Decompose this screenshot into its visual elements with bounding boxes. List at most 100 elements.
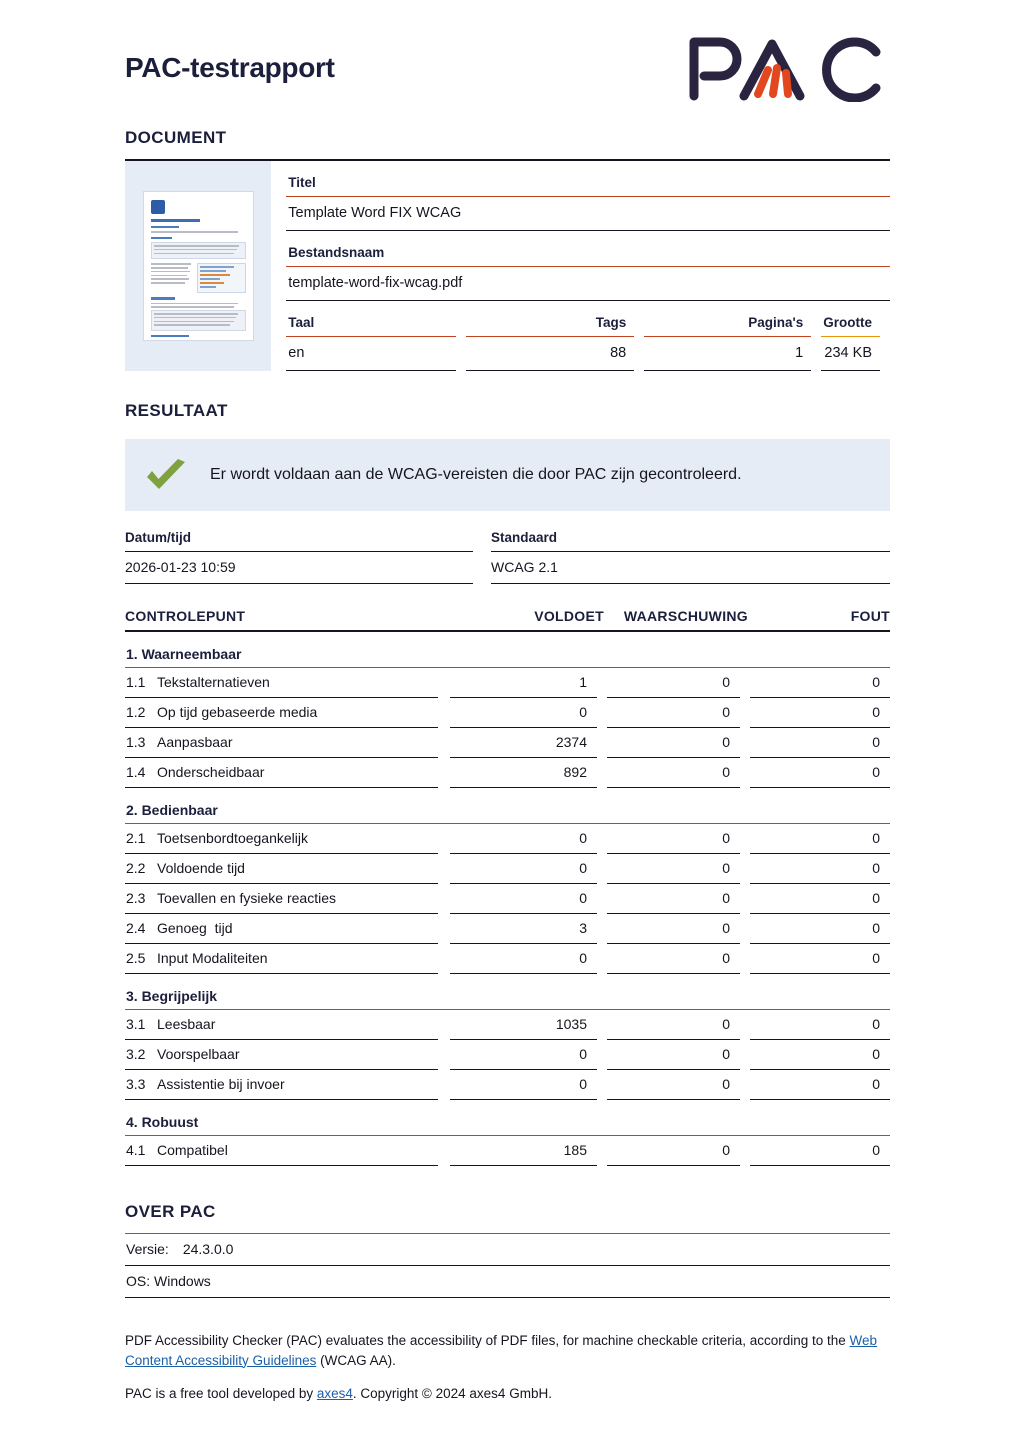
criterion-pass-count: 185 xyxy=(450,1136,597,1166)
criterion-warn-count: 0 xyxy=(607,1040,740,1070)
criterion-fail-count: 0 xyxy=(750,758,890,788)
criterion-name: Genoeg tijd xyxy=(157,914,438,944)
table-row: 2.4 Genoeg tijd 3 0 0 xyxy=(125,914,890,944)
result-meta-row: Datum/tijd 2026-01-23 10:59 Standaard WC… xyxy=(125,530,890,584)
standard-value: WCAG 2.1 xyxy=(491,552,890,584)
pac-logo xyxy=(680,30,892,103)
criterion-warn-count: 0 xyxy=(607,884,740,914)
criterion-fail-count: 0 xyxy=(750,728,890,758)
meta-value-grootte: 234 KB xyxy=(821,337,880,371)
datetime-label: Datum/tijd xyxy=(125,530,473,552)
table-row: 1.2 Op tijd gebaseerde media 0 0 0 xyxy=(125,698,890,728)
standard-label: Standaard xyxy=(491,530,890,552)
criterion-warn-count: 0 xyxy=(607,698,740,728)
criterion-id: 1.2 xyxy=(125,698,157,728)
document-thumbnail-pane xyxy=(125,161,272,371)
meta-label-tags: Tags xyxy=(466,301,635,337)
criteria-group-title: 1. Waarneembaar xyxy=(125,632,890,668)
criterion-fail-count: 0 xyxy=(750,1136,890,1166)
criterion-name: Aanpasbaar xyxy=(157,728,438,758)
criterion-warn-count: 0 xyxy=(607,1136,740,1166)
document-fields: Titel Template Word FIX WCAG Bestandsnaa… xyxy=(271,161,890,371)
criterion-name: Toetsenbordtoegankelijk xyxy=(157,824,438,854)
criterion-name: Onderscheidbaar xyxy=(157,758,438,788)
criterion-warn-count: 0 xyxy=(607,1010,740,1040)
about-section-heading: OVER PAC xyxy=(125,1202,216,1221)
criterion-pass-count: 1 xyxy=(450,668,597,698)
criterion-fail-count: 0 xyxy=(750,698,890,728)
table-row: 2.3 Toevallen en fysieke reacties 0 0 0 xyxy=(125,884,890,914)
criterion-pass-count: 1035 xyxy=(450,1010,597,1040)
criterion-id: 2.2 xyxy=(125,854,157,884)
document-meta-labels: Taal Tags Pagina's Grootte xyxy=(286,301,890,337)
criteria-group-title: 3. Begrijpelijk xyxy=(125,974,890,1010)
criterion-id: 2.4 xyxy=(125,914,157,944)
footer-line-2-post: . Copyright © 2024 axes4 GmbH. xyxy=(352,1386,552,1402)
thumbnail-chart xyxy=(196,263,246,294)
table-row: 4.1 Compatibel 185 0 0 xyxy=(125,1136,890,1166)
criterion-pass-count: 892 xyxy=(450,758,597,788)
criterion-warn-count: 0 xyxy=(607,944,740,974)
criterion-name: Leesbaar xyxy=(157,1010,438,1040)
datetime-value: 2026-01-23 10:59 xyxy=(125,552,473,584)
meta-label-grootte: Grootte xyxy=(821,301,880,337)
criterion-warn-count: 0 xyxy=(607,758,740,788)
wcag-guidelines-link[interactable]: Web Content Accessibility Guidelines xyxy=(125,1333,878,1368)
criterion-fail-count: 0 xyxy=(750,944,890,974)
criterion-name: Op tijd gebaseerde media xyxy=(157,698,438,728)
result-section-heading: RESULTAAT xyxy=(125,401,228,420)
criterion-warn-count: 0 xyxy=(607,1070,740,1100)
criterion-pass-count: 0 xyxy=(450,884,597,914)
table-row: 3.2 Voorspelbaar 0 0 0 xyxy=(125,1040,890,1070)
criterion-pass-count: 0 xyxy=(450,944,597,974)
document-info-block: Titel Template Word FIX WCAG Bestandsnaa… xyxy=(125,159,890,371)
meta-value-taal: en xyxy=(286,337,457,371)
report-header: PAC-testrapport xyxy=(125,0,890,120)
footer-line-1: PDF Accessibility Checker (PAC) evaluate… xyxy=(125,1331,890,1370)
version-label: Versie: xyxy=(126,1241,169,1257)
result-banner-text: Er wordt voldaan aan de WCAG-vereisten d… xyxy=(210,466,742,483)
criterion-fail-count: 0 xyxy=(750,1010,890,1040)
criterion-warn-count: 0 xyxy=(607,824,740,854)
criterion-id: 1.3 xyxy=(125,728,157,758)
criterion-name: Input Modaliteiten xyxy=(157,944,438,974)
check-icon xyxy=(147,459,185,489)
criteria-group-title: 4. Robuust xyxy=(125,1100,890,1136)
criterion-fail-count: 0 xyxy=(750,1040,890,1070)
table-row: 1.4 Onderscheidbaar 892 0 0 xyxy=(125,758,890,788)
criterion-id: 2.1 xyxy=(125,824,157,854)
thumbnail-logo-icon xyxy=(150,200,165,214)
meta-value-paginas: 1 xyxy=(644,337,812,371)
footer-line-2: PAC is a free tool developed by axes4. C… xyxy=(125,1384,890,1404)
document-thumbnail-preview xyxy=(142,191,254,341)
criterion-fail-count: 0 xyxy=(750,1070,890,1100)
criterion-id: 2.5 xyxy=(125,944,157,974)
filename-field-value: template-word-fix-wcag.pdf xyxy=(286,267,890,301)
table-row: 1.3 Aanpasbaar 2374 0 0 xyxy=(125,728,890,758)
criterion-name: Tekstalternatieven xyxy=(157,668,438,698)
axes4-link[interactable]: axes4 xyxy=(316,1386,353,1402)
criterion-fail-count: 0 xyxy=(750,914,890,944)
page-title: PAC-testrapport xyxy=(125,52,335,83)
table-row: 2.1 Toetsenbordtoegankelijk 0 0 0 xyxy=(125,824,890,854)
os-row: OS: Windows xyxy=(125,1266,890,1298)
criterion-name: Voorspelbaar xyxy=(157,1040,438,1070)
column-header-voldoet: VOLDOET xyxy=(534,608,604,624)
filename-field-label: Bestandsnaam xyxy=(286,231,890,267)
footer-line-1-post: (WCAG AA). xyxy=(316,1352,396,1368)
table-row: 2.2 Voldoende tijd 0 0 0 xyxy=(125,854,890,884)
criterion-warn-count: 0 xyxy=(607,914,740,944)
criterion-fail-count: 0 xyxy=(750,824,890,854)
column-header-fout: FOUT xyxy=(850,608,890,624)
table-row: 1.1 Tekstalternatieven 1 0 0 xyxy=(125,668,890,698)
table-row: 3.3 Assistentie bij invoer 0 0 0 xyxy=(125,1070,890,1100)
criterion-name: Toevallen en fysieke reacties xyxy=(157,884,438,914)
criterion-id: 1.4 xyxy=(125,758,157,788)
criterion-id: 4.1 xyxy=(125,1136,157,1166)
criterion-id: 3.3 xyxy=(125,1070,157,1100)
criterion-pass-count: 0 xyxy=(450,824,597,854)
criterion-id: 3.1 xyxy=(125,1010,157,1040)
title-field-label: Titel xyxy=(286,161,890,197)
criterion-name: Voldoende tijd xyxy=(157,854,438,884)
result-success-banner: Er wordt voldaan aan de WCAG-vereisten d… xyxy=(125,439,890,511)
